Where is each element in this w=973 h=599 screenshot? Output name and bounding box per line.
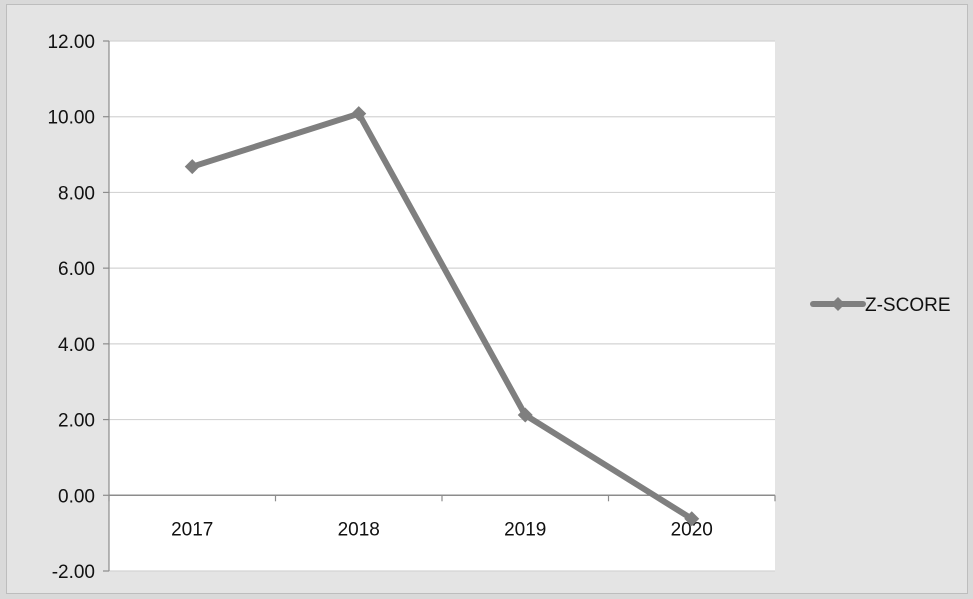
plot-area	[109, 41, 775, 571]
legend-marker-swatch	[831, 297, 845, 311]
data-point-marker	[517, 407, 533, 423]
y-tick-label: -2.00	[52, 562, 95, 583]
y-tick-label: 8.00	[58, 183, 95, 204]
gridlines	[109, 40, 775, 572]
series-line	[189, 110, 695, 522]
y-axis-tick-labels: -2.00 0.00 2.00 4.00 6.00 8.00 10.00 12.00	[47, 32, 95, 583]
x-tick-label: 2017	[171, 519, 213, 540]
x-tick-label: 2020	[671, 519, 713, 540]
y-tick-label: 12.00	[47, 32, 95, 53]
y-tick-label: 2.00	[58, 411, 95, 432]
data-point-marker	[351, 106, 367, 122]
data-point-marker	[184, 159, 200, 175]
y-tick-label: 6.00	[58, 259, 95, 280]
y-tick-label: 4.00	[58, 335, 95, 356]
x-axis-tick-labels: 2017 2018 2019 2020	[171, 519, 713, 540]
chart-area: -2.00 0.00 2.00 4.00 6.00 8.00 10.00 12.00 2017…	[6, 4, 968, 594]
y-tick-label: 0.00	[58, 486, 95, 507]
legend-label: Z-SCORE	[865, 295, 951, 316]
y-tick-label: 10.00	[47, 108, 95, 129]
line-chart: -2.00 0.00 2.00 4.00 6.00 8.00 10.00 12.00 2017…	[47, 32, 951, 583]
legend: Z-SCORE	[810, 295, 951, 316]
x-tick-label: 2019	[504, 519, 546, 540]
series-layer	[184, 106, 700, 527]
data-point-marker	[684, 511, 700, 527]
x-tick-label: 2018	[338, 519, 380, 540]
axes	[103, 40, 776, 572]
